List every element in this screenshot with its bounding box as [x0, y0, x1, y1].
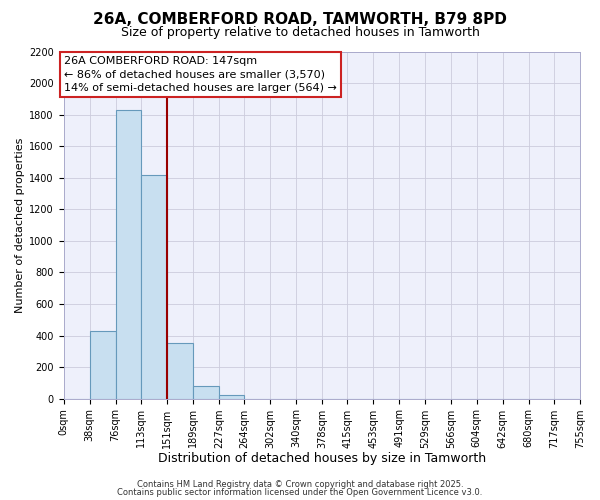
Bar [89, 331, 116, 398]
Text: Contains HM Land Registry data © Crown copyright and database right 2025.: Contains HM Land Registry data © Crown c… [137, 480, 463, 489]
Text: 26A COMBERFORD ROAD: 147sqm
← 86% of detached houses are smaller (3,570)
14% of : 26A COMBERFORD ROAD: 147sqm ← 86% of det… [64, 56, 337, 92]
Text: 26A, COMBERFORD ROAD, TAMWORTH, B79 8PD: 26A, COMBERFORD ROAD, TAMWORTH, B79 8PD [93, 12, 507, 28]
X-axis label: Distribution of detached houses by size in Tamworth: Distribution of detached houses by size … [158, 452, 486, 465]
Bar [116, 110, 141, 399]
Text: Size of property relative to detached houses in Tamworth: Size of property relative to detached ho… [121, 26, 479, 39]
Text: Contains public sector information licensed under the Open Government Licence v3: Contains public sector information licen… [118, 488, 482, 497]
Bar [219, 394, 244, 398]
Bar [167, 344, 193, 398]
Bar [193, 386, 219, 398]
Y-axis label: Number of detached properties: Number of detached properties [15, 138, 25, 312]
Bar [141, 174, 167, 398]
